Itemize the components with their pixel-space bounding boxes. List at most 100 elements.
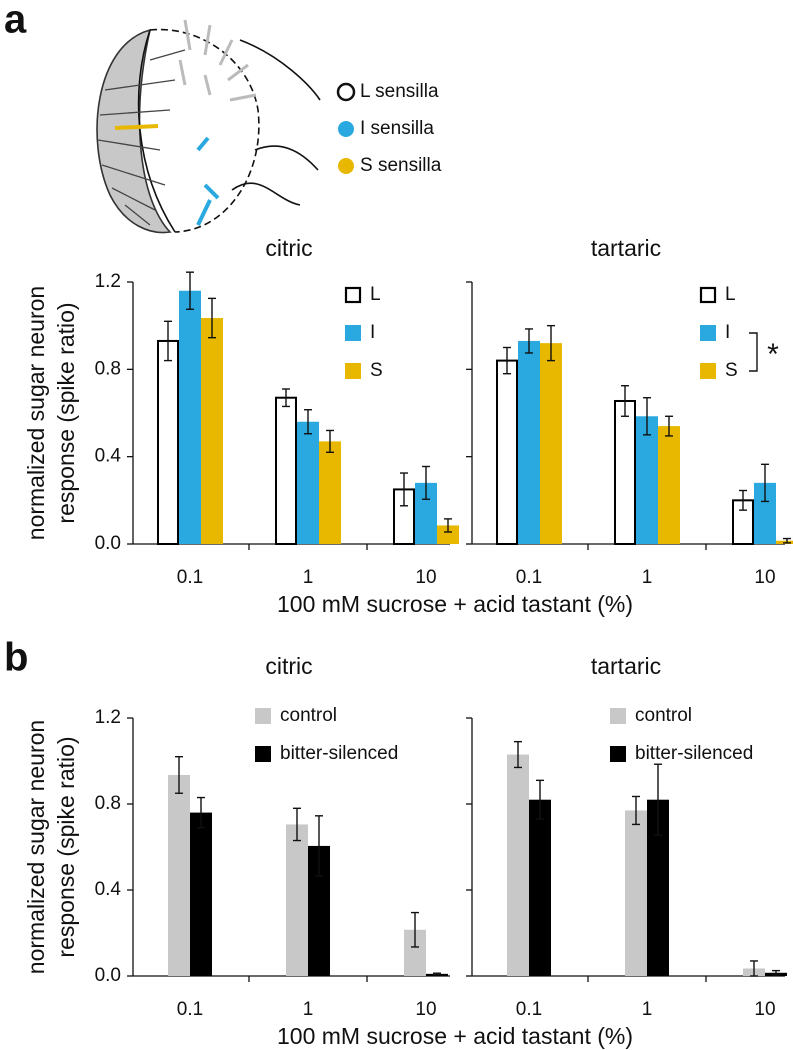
error-bar bbox=[621, 385, 629, 417]
error-bar bbox=[186, 271, 194, 310]
error-bar bbox=[632, 795, 640, 826]
x-tick-label: 10 bbox=[754, 567, 775, 588]
y-tick-label: 0.0 bbox=[95, 533, 121, 554]
x-tick-label: 1 bbox=[642, 999, 653, 1020]
error-bar bbox=[761, 463, 769, 503]
bar bbox=[647, 799, 669, 976]
legend-swatch bbox=[345, 363, 361, 379]
legend-swatch bbox=[336, 82, 356, 102]
legend-swatch bbox=[344, 286, 362, 304]
bar bbox=[614, 399, 636, 545]
legend-label: L sensilla bbox=[360, 81, 439, 102]
bar bbox=[415, 482, 437, 544]
legend-label: bitter-silenced bbox=[280, 743, 398, 764]
bar bbox=[286, 824, 308, 976]
significance-marker: * bbox=[767, 338, 779, 371]
bar bbox=[518, 340, 540, 544]
y-tick-label: 0.4 bbox=[95, 879, 122, 900]
y-axis-label: response (spike ratio) bbox=[53, 302, 79, 523]
error-bar bbox=[536, 779, 544, 820]
legend-swatch bbox=[338, 158, 354, 174]
fly-head-illustration bbox=[96, 19, 321, 234]
y-tick-label: 0.8 bbox=[95, 793, 121, 814]
chart-title: citric bbox=[265, 653, 312, 679]
bar bbox=[625, 810, 647, 976]
x-axis-label: 100 mM sucrose + acid tastant (%) bbox=[277, 591, 633, 617]
bar bbox=[297, 421, 319, 544]
significance-bracket bbox=[749, 332, 758, 372]
error-bar bbox=[422, 465, 430, 500]
y-tick-label: 1.2 bbox=[95, 271, 121, 292]
error-bar bbox=[525, 328, 533, 354]
y-tick-label: 0.4 bbox=[95, 446, 122, 467]
error-bar bbox=[197, 796, 205, 829]
error-bar bbox=[326, 429, 334, 453]
legend-swatch bbox=[700, 363, 716, 379]
error-bar bbox=[433, 972, 441, 976]
legend-swatch bbox=[699, 286, 717, 304]
error-bar bbox=[175, 756, 183, 794]
error-bar bbox=[514, 740, 522, 769]
bar bbox=[168, 774, 190, 976]
bar bbox=[636, 416, 658, 544]
legend-swatch bbox=[345, 325, 361, 341]
legend-label: S bbox=[725, 360, 738, 381]
x-tick-label: 1 bbox=[303, 999, 314, 1020]
legend-label: S bbox=[370, 360, 383, 381]
legend-swatch bbox=[610, 746, 626, 762]
bar bbox=[201, 318, 223, 544]
error-bar bbox=[293, 807, 301, 842]
error-bar bbox=[739, 489, 747, 511]
x-tick-label: 0.1 bbox=[516, 567, 542, 588]
x-tick-label: 10 bbox=[415, 567, 436, 588]
error-bar bbox=[643, 397, 651, 436]
error-bar bbox=[400, 472, 408, 507]
bar bbox=[190, 812, 212, 976]
legend-swatch bbox=[700, 325, 716, 341]
legend-label: I bbox=[725, 322, 730, 343]
legend-label: L bbox=[725, 284, 736, 305]
bar bbox=[507, 754, 529, 976]
chart-title: citric bbox=[265, 235, 312, 261]
x-tick-label: 1 bbox=[642, 567, 653, 588]
bar bbox=[754, 482, 776, 544]
error-bar bbox=[444, 518, 452, 533]
error-bar bbox=[315, 815, 323, 877]
legend-swatch bbox=[610, 708, 626, 724]
legend-swatch bbox=[338, 121, 354, 137]
legend-label: bitter-silenced bbox=[635, 743, 753, 764]
legend-label: S sensilla bbox=[360, 155, 442, 176]
y-axis-label: normalized sugar neuron bbox=[23, 286, 49, 540]
y-tick-label: 1.2 bbox=[95, 707, 121, 728]
error-bar bbox=[772, 969, 780, 976]
bar bbox=[157, 339, 179, 546]
chart-title: tartaric bbox=[591, 235, 661, 261]
x-tick-label: 0.1 bbox=[177, 567, 203, 588]
panel-letter: b bbox=[4, 636, 28, 680]
panel-letter: a bbox=[4, 0, 27, 42]
bar bbox=[529, 799, 551, 976]
error-bar bbox=[164, 320, 172, 362]
legend-label: I bbox=[370, 322, 375, 343]
legend-label: control bbox=[280, 705, 337, 726]
error-bar bbox=[783, 537, 791, 544]
error-bar bbox=[547, 324, 555, 362]
y-tick-label: 0.0 bbox=[95, 965, 121, 986]
x-tick-label: 0.1 bbox=[516, 999, 542, 1020]
x-axis-label: 100 mM sucrose + acid tastant (%) bbox=[277, 1023, 633, 1049]
error-bar bbox=[654, 763, 662, 836]
error-bar bbox=[208, 297, 216, 339]
chart-title: tartaric bbox=[591, 653, 661, 679]
legend-label: L bbox=[370, 284, 381, 305]
x-tick-label: 10 bbox=[415, 999, 436, 1020]
y-axis-label: normalized sugar neuron bbox=[23, 720, 49, 974]
legend-swatch bbox=[255, 708, 271, 724]
error-bar bbox=[665, 415, 673, 437]
y-axis-label: response (spike ratio) bbox=[53, 736, 79, 957]
bar bbox=[404, 929, 426, 976]
legend-label: control bbox=[635, 705, 692, 726]
error-bar bbox=[304, 409, 312, 435]
bar bbox=[496, 359, 518, 545]
bar bbox=[308, 845, 330, 976]
